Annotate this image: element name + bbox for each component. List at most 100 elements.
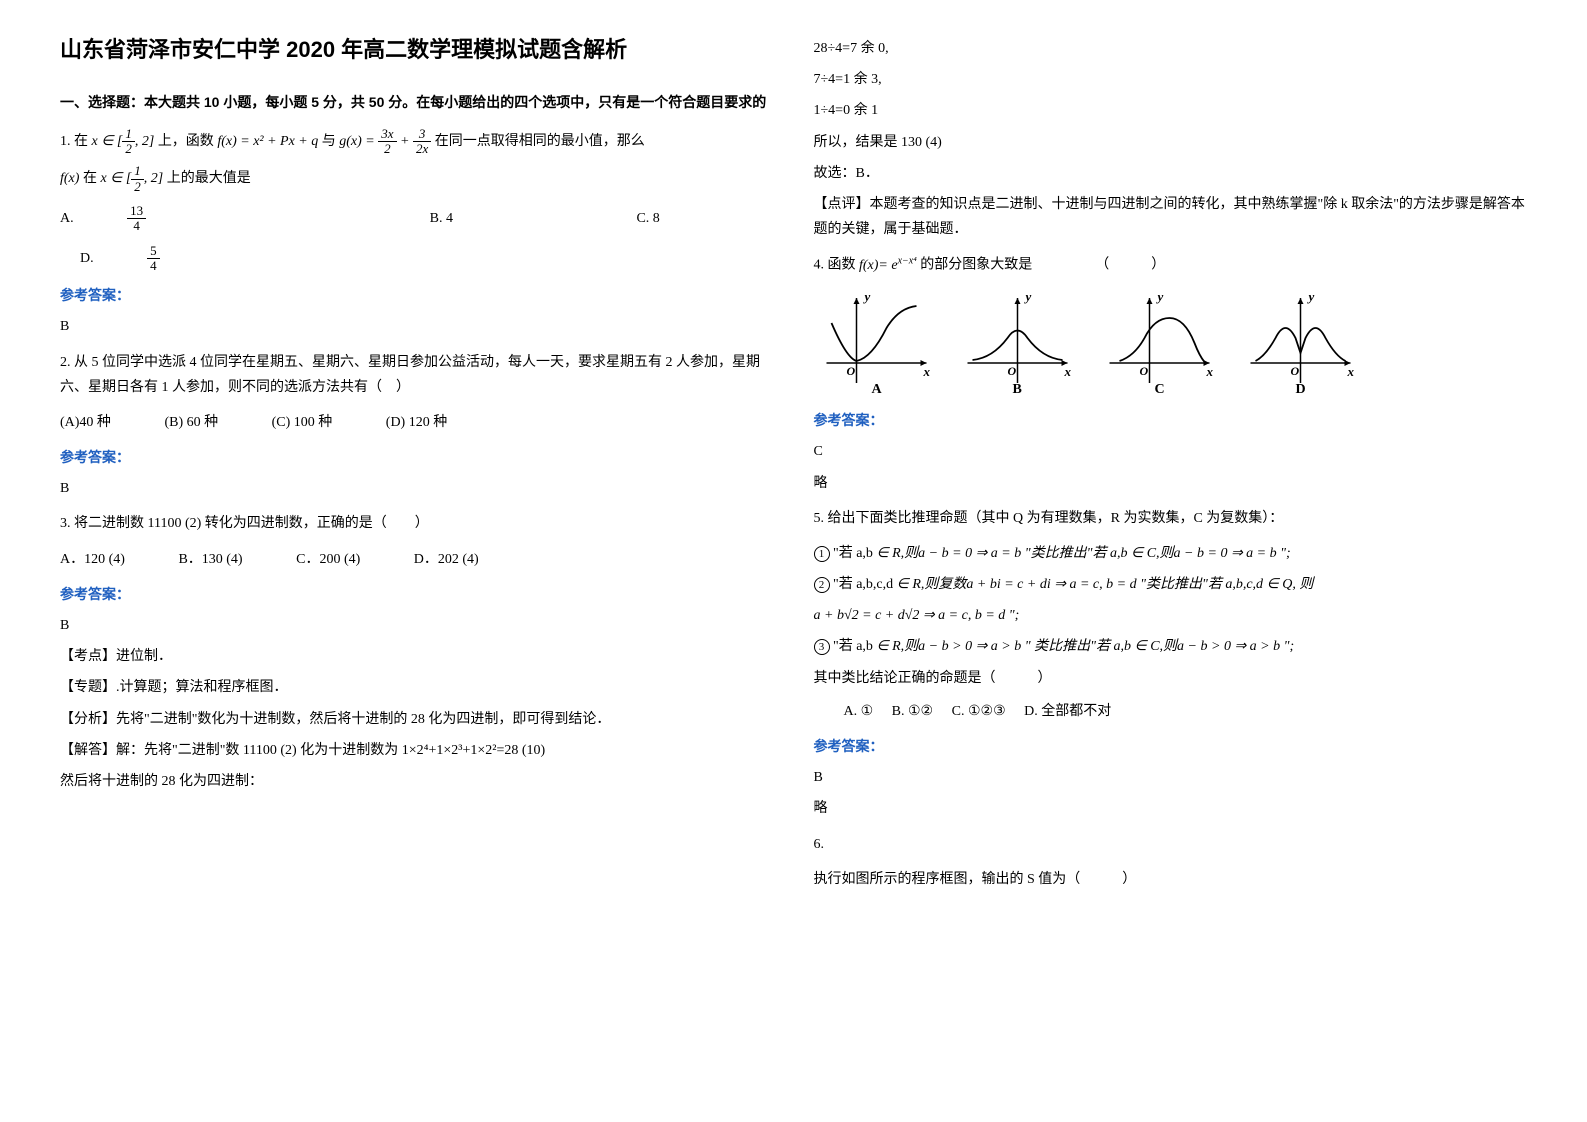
q5-answer: B bbox=[814, 765, 1528, 790]
q1-optC: C. 8 bbox=[636, 211, 659, 226]
circled-3-icon: 3 bbox=[814, 639, 830, 655]
left-column: 山东省菏泽市安仁中学 2020 年高二数学理模拟试题含解析 一、选择题：本大题共… bbox=[40, 30, 794, 1092]
graph-C: y x O C bbox=[1097, 288, 1222, 398]
q1-t2: 与 bbox=[322, 134, 336, 149]
q4-t1: 4. 函数 bbox=[814, 258, 856, 273]
q3-optC: C．200 (4) bbox=[296, 552, 360, 567]
calc2: 7÷4=1 余 3, bbox=[814, 67, 1528, 92]
q2-optD: (D) 120 种 bbox=[386, 415, 447, 430]
q3-answer: B bbox=[60, 613, 774, 638]
q5-item3: 3 "若 a,b ∈ R,则a − b > 0 ⇒ a > b " 类比推出"若… bbox=[814, 634, 1528, 659]
q1-optD-label: D. bbox=[80, 251, 94, 266]
section1-heading: 一、选择题：本大题共 10 小题，每小题 5 分，共 50 分。在每小题给出的四… bbox=[60, 90, 774, 115]
q1-optB: B. 4 bbox=[430, 211, 453, 226]
calc4: 所以，结果是 130 (4) bbox=[814, 130, 1528, 155]
q1-t1: 上，函数 bbox=[158, 134, 214, 149]
q1-fx: f(x) = x² + Px + q bbox=[217, 134, 318, 149]
question-6-num: 6. bbox=[814, 832, 1528, 857]
question-1: 1. 在 x ∈ [12, 2] 上，函数 f(x) = x² + Px + q… bbox=[60, 127, 774, 194]
q4-answer-label: 参考答案： bbox=[814, 408, 1528, 433]
q1-prefix: 1. 在 bbox=[60, 134, 88, 149]
q5-item1: 1 "若 a,b ∈ R,则a − b = 0 ⇒ a = b "类比推出"若 … bbox=[814, 541, 1528, 566]
q5-optD: D. 全部都不对 bbox=[1024, 704, 1111, 719]
q5-item2: 2 "若 a,b,c,d ∈ R,则复数a + bi = c + di ⇒ a … bbox=[814, 572, 1528, 597]
q1-line2: f(x) f(x) 在在 x ∈ [12, 2] 上的最大值是 bbox=[60, 164, 774, 194]
q5-answer2: 略 bbox=[814, 796, 1528, 821]
question-5: 5. 给出下面类比推理命题（其中 Q 为有理数集，R 为实数集，C 为复数集）： bbox=[814, 506, 1528, 531]
q2-answer-label: 参考答案： bbox=[60, 445, 774, 470]
q1-a-n: 13 bbox=[127, 204, 146, 219]
graph-B: y x O B bbox=[955, 288, 1080, 398]
graph-A: y x O A bbox=[814, 288, 939, 398]
q4-graphs: y x O A y x O B y x O C bbox=[814, 288, 1364, 398]
q5-text2: 其中类比结论正确的命题是（ ） bbox=[814, 666, 1528, 691]
right-column: 28÷4=7 余 0, 7÷4=1 余 3, 1÷4=0 余 1 所以，结果是 … bbox=[794, 30, 1548, 1092]
svg-text:x: x bbox=[1064, 364, 1072, 379]
circled-2-icon: 2 bbox=[814, 577, 830, 593]
q1-optD: D. 54 bbox=[80, 244, 774, 274]
q4-answer2: 略 bbox=[814, 471, 1528, 496]
calc1: 28÷4=7 余 0, bbox=[814, 36, 1528, 61]
q1-optA-label: A. bbox=[60, 211, 74, 226]
calc6: 【点评】本题考查的知识点是二进制、十进制与四进制之间的转化，其中熟练掌握"除 k… bbox=[814, 192, 1528, 242]
q2-options: (A)40 种 (B) 60 种 (C) 100 种 (D) 120 种 bbox=[60, 410, 774, 435]
svg-text:y: y bbox=[862, 289, 870, 304]
calc3: 1÷4=0 余 1 bbox=[814, 98, 1528, 123]
q3-exp1: 【考点】进位制． bbox=[60, 644, 774, 669]
q1-a-d: 4 bbox=[127, 219, 146, 233]
q1-interval: x ∈ [12, 2] bbox=[92, 134, 155, 149]
q5-optB: B. ①② bbox=[892, 704, 937, 719]
svg-text:x: x bbox=[1347, 364, 1355, 379]
q3-optA: A．120 (4) bbox=[60, 552, 125, 567]
q1-t5: 上的最大值是 bbox=[167, 171, 251, 186]
question-3: 3. 将二进制数 11100 (2) 转化为四进制数，正确的是（ ） bbox=[60, 511, 774, 536]
q4-t2: 的部分图象大致是 （ ） bbox=[920, 258, 1165, 273]
q1-d-d: 4 bbox=[147, 259, 160, 273]
svg-text:B: B bbox=[1013, 382, 1022, 397]
graph-D: y x O D bbox=[1238, 288, 1363, 398]
q1-answer: B bbox=[60, 314, 774, 339]
q5-i3a: "若 a,b bbox=[833, 639, 873, 654]
q5-i3c: ∈ C,则a − b > 0 ⇒ a > b "; bbox=[1135, 639, 1295, 654]
q5-i1c: ∈ C,则a − b = 0 ⇒ a = b "; bbox=[1131, 546, 1291, 561]
q2-optB: (B) 60 种 bbox=[164, 415, 218, 430]
q3-answer-label: 参考答案： bbox=[60, 582, 774, 607]
q1-options: A. 134 B. 4 C. 8 D. 54 bbox=[60, 204, 774, 273]
q5-i2c: ∈ Q, 则 bbox=[1267, 577, 1314, 592]
q3-exp3: 【分析】先将"二进制"数化为十进制数，然后将十进制的 28 化为四进制，即可得到… bbox=[60, 707, 774, 732]
svg-text:A: A bbox=[871, 382, 882, 397]
q5-i2d: a + b√2 = c + d√2 ⇒ a = c, b = d "; bbox=[814, 608, 1020, 623]
svg-text:C: C bbox=[1154, 382, 1164, 397]
q1-t3: 在同一点取得相同的最小值，那么 bbox=[435, 134, 645, 149]
q2-optA: (A)40 种 bbox=[60, 415, 111, 430]
q5-i3b: ∈ R,则a − b > 0 ⇒ a > b " 类比推出"若 a,b bbox=[876, 639, 1131, 654]
svg-text:O: O bbox=[1139, 364, 1148, 378]
svg-text:x: x bbox=[1205, 364, 1213, 379]
calc5: 故选：B． bbox=[814, 161, 1528, 186]
question-2: 2. 从 5 位同学中选派 4 位同学在星期五、星期六、星期日参加公益活动，每人… bbox=[60, 350, 774, 400]
q2-answer: B bbox=[60, 476, 774, 501]
q5-i1a: "若 a,b bbox=[833, 546, 873, 561]
q3-exp5: 然后将十进制的 28 化为四进制： bbox=[60, 769, 774, 794]
q1-optA: A. 134 bbox=[60, 211, 250, 226]
svg-text:O: O bbox=[846, 364, 855, 378]
q4-fx: f(x)= ex−x⁴ bbox=[859, 258, 917, 273]
q3-optD: D．202 (4) bbox=[414, 552, 479, 567]
svg-text:y: y bbox=[1155, 289, 1163, 304]
q3-exp4: 【解答】解：先将"二进制"数 11100 (2) 化为十进制数为 1×2⁴+1×… bbox=[60, 738, 774, 763]
svg-text:y: y bbox=[1307, 289, 1315, 304]
question-4: 4. 函数 f(x)= ex−x⁴ 的部分图象大致是 （ ） bbox=[814, 252, 1528, 278]
q5-answer-label: 参考答案： bbox=[814, 734, 1528, 759]
question-6-text: 执行如图所示的程序框图，输出的 S 值为（ ） bbox=[814, 867, 1528, 892]
q5-i2a: "若 a,b,c,d bbox=[833, 577, 893, 592]
svg-text:x: x bbox=[922, 364, 930, 379]
svg-text:O: O bbox=[1291, 364, 1300, 378]
q1-d-n: 5 bbox=[147, 244, 160, 259]
q1-text: 1. 在 x ∈ [12, 2] 上，函数 f(x) = x² + Px + q… bbox=[60, 134, 645, 149]
circled-1-icon: 1 bbox=[814, 546, 830, 562]
q1-interval2: x ∈ [12, 2] bbox=[100, 171, 163, 186]
q1-fx2: f(x) bbox=[60, 171, 79, 186]
svg-text:D: D bbox=[1296, 382, 1306, 397]
q3-options: A．120 (4) B．130 (4) C．200 (4) D．202 (4) bbox=[60, 547, 774, 572]
svg-text:O: O bbox=[1008, 364, 1017, 378]
